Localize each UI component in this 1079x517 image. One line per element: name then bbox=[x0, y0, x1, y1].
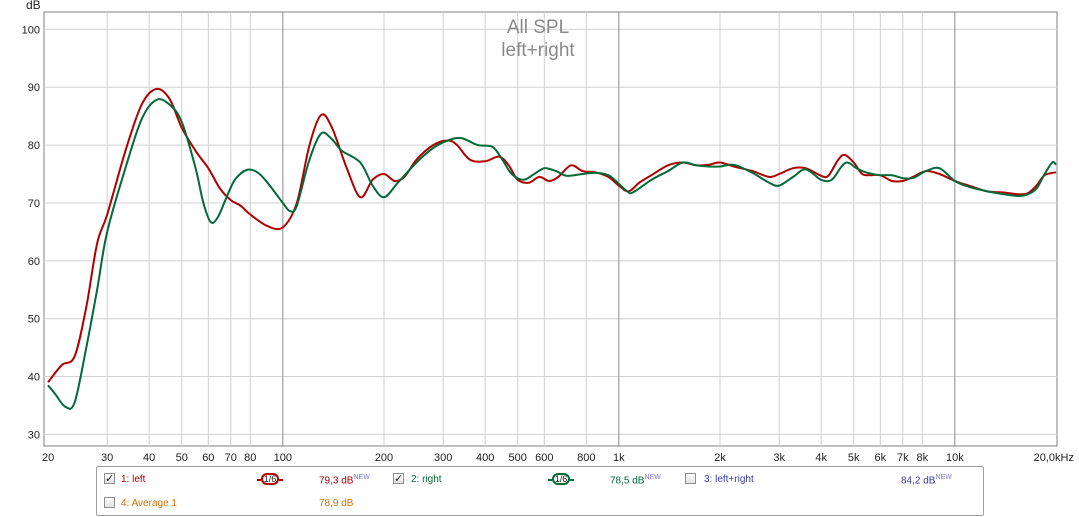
x-tick-label: 4k bbox=[815, 452, 827, 464]
smoothing-button-right[interactable]: 1/6 bbox=[548, 473, 574, 487]
y-tick-label: 100 bbox=[22, 24, 40, 36]
y-tick-label: 50 bbox=[28, 314, 40, 326]
y-tick-label: 70 bbox=[28, 198, 40, 210]
legend-badge-left: NEW bbox=[353, 474, 370, 481]
x-tick-label: 6k bbox=[875, 452, 887, 464]
x-tick-label: 50 bbox=[176, 452, 188, 464]
legend-label-right[interactable]: 2: right bbox=[411, 474, 442, 485]
y-axis-label: dB bbox=[26, 0, 41, 12]
y-tick-label: 90 bbox=[28, 82, 40, 94]
x-tick-label: 300 bbox=[434, 452, 452, 464]
x-tick-label: 600 bbox=[535, 452, 553, 464]
x-tick-label: 800 bbox=[577, 452, 595, 464]
legend-value-left-right-text: 84,2 dB bbox=[901, 475, 936, 487]
x-tick-label: 5k bbox=[848, 452, 860, 464]
smoothing-label-right: 1/6 bbox=[552, 473, 570, 485]
legend-value-left-text: 79,3 dB bbox=[319, 475, 354, 487]
x-tick-label: 20 bbox=[42, 452, 54, 464]
y-tick-label: 80 bbox=[28, 140, 40, 152]
y-axis: 30 40 50 60 70 80 90 100 bbox=[22, 24, 40, 441]
legend-label-left[interactable]: 1: left bbox=[121, 474, 146, 485]
x-tick-label: 1k bbox=[613, 452, 625, 464]
x-tick-label: 3k bbox=[773, 452, 785, 464]
legend-checkbox-average[interactable] bbox=[104, 497, 115, 508]
series-line-right bbox=[47, 98, 1057, 410]
series-line-left bbox=[47, 87, 1057, 383]
legend-value-right: 78,5 dBNEW bbox=[610, 474, 661, 486]
chart-subtitle: left+right bbox=[501, 40, 575, 61]
x-tick-label: 30 bbox=[101, 452, 113, 464]
x-tick-label: 10k bbox=[946, 452, 964, 464]
x-tick-label: 100 bbox=[274, 452, 292, 464]
x-tick-label: 7k bbox=[897, 452, 909, 464]
x-tick-label: 80 bbox=[244, 452, 256, 464]
x-tick-label: 2k bbox=[714, 452, 726, 464]
legend-badge-right: NEW bbox=[644, 474, 661, 481]
x-tick-label: 60 bbox=[202, 452, 214, 464]
grid bbox=[44, 12, 1057, 446]
legend-value-average: 78,9 dB bbox=[319, 498, 354, 509]
x-tick-label: 40 bbox=[143, 452, 155, 464]
legend-label-left-right[interactable]: 3: left+right bbox=[704, 474, 754, 485]
x-tick-label: 400 bbox=[476, 452, 494, 464]
legend-value-left-right: 84,2 dBNEW bbox=[901, 474, 952, 486]
x-tick-label: 8k bbox=[916, 452, 928, 464]
smoothing-button-left[interactable]: 1/6 bbox=[257, 473, 283, 487]
smoothing-label-left: 1/6 bbox=[261, 473, 279, 485]
y-tick-label: 40 bbox=[28, 372, 40, 384]
x-axis: 20 30 40 50 60 70 80 100 200 300 400 500 600 800 1k 2k 3… bbox=[42, 452, 1074, 464]
y-tick-label: 30 bbox=[28, 429, 40, 441]
legend-value-right-text: 78,5 dB bbox=[610, 475, 645, 487]
x-tick-label: 200 bbox=[375, 452, 393, 464]
legend-checkbox-right[interactable]: ✓ bbox=[393, 472, 404, 485]
legend-label-average[interactable]: 4: Average 1 bbox=[121, 498, 177, 509]
legend-value-left: 79,3 dBNEW bbox=[319, 474, 370, 486]
x-tick-label: 20,0kHz bbox=[1034, 452, 1074, 464]
chart-title: All SPL bbox=[507, 17, 569, 38]
legend-badge-left-right: NEW bbox=[935, 474, 952, 481]
y-tick-label: 60 bbox=[28, 256, 40, 268]
x-tick-label: 70 bbox=[225, 452, 237, 464]
legend: ✓ 1: left 1/6 79,3 dBNEW ✓ 2: right 1/6 … bbox=[96, 466, 984, 516]
series-group bbox=[47, 87, 1057, 410]
plot-area bbox=[43, 11, 1058, 447]
x-tick-label: 500 bbox=[509, 452, 527, 464]
legend-checkbox-left[interactable]: ✓ bbox=[104, 472, 115, 485]
legend-checkbox-left-right[interactable] bbox=[685, 473, 696, 484]
